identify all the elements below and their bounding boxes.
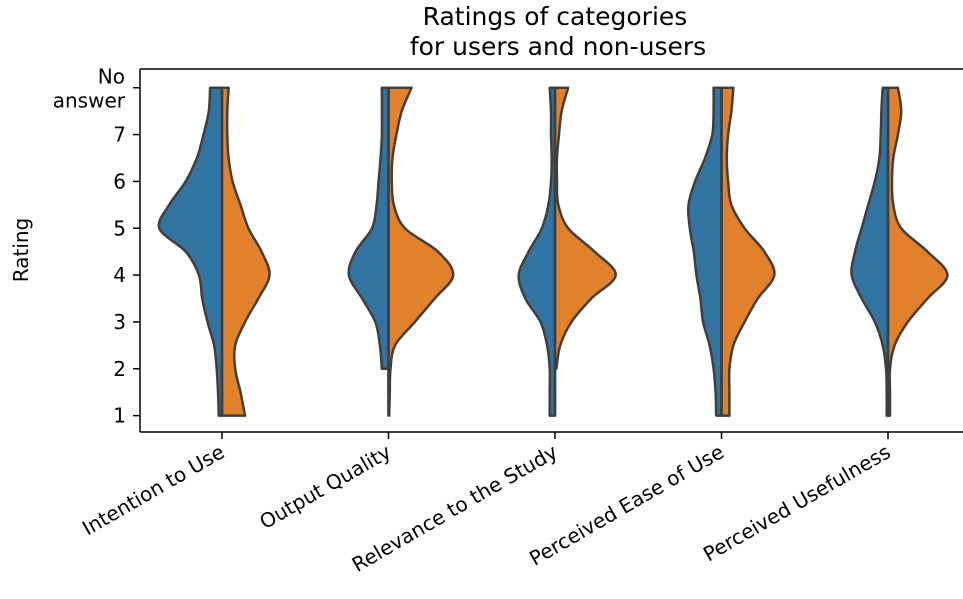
y-tick-label-5: 5 bbox=[113, 216, 126, 240]
y-tick-label-3: 3 bbox=[113, 310, 126, 334]
y-tick-label-1: 1 bbox=[113, 404, 126, 428]
y-tick-label-4: 4 bbox=[113, 263, 126, 287]
chart-title-line-2: for users and non-users bbox=[410, 32, 706, 61]
y-tick-label-2: 2 bbox=[113, 357, 126, 381]
violin-perceived-usefulness-left bbox=[850, 86, 890, 417]
x-tick-label-perceived-usefulness: Perceived Usefulness bbox=[699, 440, 895, 567]
y-tick-label-8-line-2: answer bbox=[53, 89, 126, 113]
violin-relevance-to-the-study-right bbox=[553, 86, 617, 371]
violin-output-quality-left bbox=[347, 86, 390, 371]
x-tick-label-output-quality: Output Quality bbox=[255, 439, 395, 534]
y-tick-label-8-line-1: No bbox=[98, 65, 125, 89]
y-tick-label-7: 7 bbox=[113, 123, 126, 147]
chart-title: Ratings of categories for users and non-… bbox=[410, 2, 706, 61]
y-axis-label: Rating bbox=[9, 218, 33, 282]
x-tick-label-intention-to-use: Intention to Use bbox=[78, 440, 228, 541]
chart-title-line-1: Ratings of categories bbox=[423, 2, 688, 31]
violin-perceived-usefulness-right bbox=[886, 86, 949, 417]
violin-relevance-to-the-study-left bbox=[517, 86, 557, 417]
violins-layer bbox=[157, 86, 949, 417]
violin-perceived-ease-of-use-right bbox=[720, 86, 776, 417]
violin-intention-to-use-left bbox=[157, 86, 224, 417]
violin-perceived-ease-of-use-left bbox=[686, 86, 723, 417]
violin-output-quality-right bbox=[387, 86, 455, 417]
violin-intention-to-use-right bbox=[220, 86, 271, 417]
y-tick-label-6: 6 bbox=[113, 169, 126, 193]
